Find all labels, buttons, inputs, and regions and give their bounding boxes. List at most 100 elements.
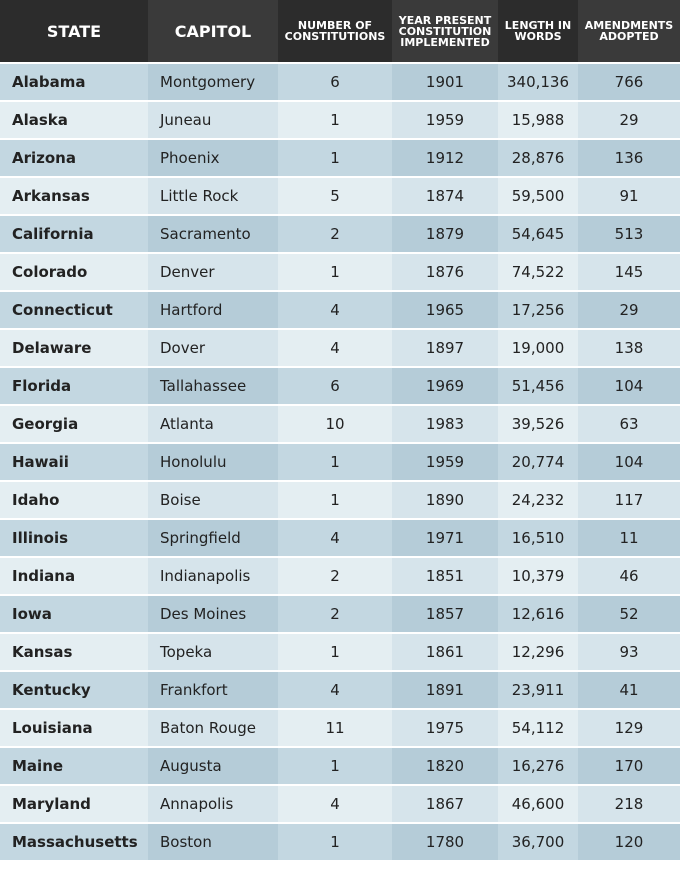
table-cell: 766 bbox=[578, 62, 680, 101]
table-cell: 1879 bbox=[392, 214, 498, 253]
table-row: Alabama Montgomery 6 1901 340,136 766 bbox=[0, 62, 680, 101]
table-cell: Denver bbox=[148, 252, 278, 291]
table-cell: 1874 bbox=[392, 176, 498, 215]
table-cell: 1 bbox=[278, 252, 392, 291]
table-cell: 12,296 bbox=[498, 632, 578, 671]
table-cell: 1 bbox=[278, 100, 392, 139]
table-cell: Frankfort bbox=[148, 670, 278, 709]
table-row: Florida Tallahassee 6 1969 51,456 104 bbox=[0, 366, 680, 405]
table-row: Maine Augusta 1 1820 16,276 170 bbox=[0, 746, 680, 785]
column-header: YEAR PRESENT CONSTITUTION IMPLEMENTED bbox=[392, 0, 498, 63]
table-cell: 29 bbox=[578, 100, 680, 139]
table-cell: 104 bbox=[578, 366, 680, 405]
table-cell: 6 bbox=[278, 366, 392, 405]
table-cell: Boise bbox=[148, 480, 278, 519]
table-cell: 1780 bbox=[392, 822, 498, 860]
table-cell: Connecticut bbox=[0, 290, 148, 329]
table-cell: 39,526 bbox=[498, 404, 578, 443]
table-row: Kansas Topeka 1 1861 12,296 93 bbox=[0, 632, 680, 671]
table-cell: 1975 bbox=[392, 708, 498, 747]
table-cell: Atlanta bbox=[148, 404, 278, 443]
table-cell: 4 bbox=[278, 670, 392, 709]
table-cell: 1851 bbox=[392, 556, 498, 595]
table-cell: Tallahassee bbox=[148, 366, 278, 405]
table-cell: 1959 bbox=[392, 100, 498, 139]
table-cell: Boston bbox=[148, 822, 278, 860]
table-cell: 1 bbox=[278, 746, 392, 785]
table-cell: 1876 bbox=[392, 252, 498, 291]
table-cell: 63 bbox=[578, 404, 680, 443]
table-cell: Hartford bbox=[148, 290, 278, 329]
table-cell: 11 bbox=[578, 518, 680, 557]
table-cell: 16,276 bbox=[498, 746, 578, 785]
table-cell: 23,911 bbox=[498, 670, 578, 709]
table-cell: 4 bbox=[278, 290, 392, 329]
table-cell: Indianapolis bbox=[148, 556, 278, 595]
table-cell: 12,616 bbox=[498, 594, 578, 633]
constitutions-table: STATE CAPITOL NUMBER OF CONSTITUTIONS YEAR … bbox=[0, 0, 680, 860]
table-cell: 46,600 bbox=[498, 784, 578, 823]
table-row: California Sacramento 2 1879 54,645 513 bbox=[0, 214, 680, 253]
table-cell: 19,000 bbox=[498, 328, 578, 367]
table-row: Kentucky Frankfort 4 1891 23,911 41 bbox=[0, 670, 680, 709]
table-cell: 4 bbox=[278, 518, 392, 557]
table-cell: 218 bbox=[578, 784, 680, 823]
table-cell: 2 bbox=[278, 556, 392, 595]
table-cell: Hawaii bbox=[0, 442, 148, 481]
table-cell: 1 bbox=[278, 442, 392, 481]
table-cell: 1890 bbox=[392, 480, 498, 519]
table-cell: 1983 bbox=[392, 404, 498, 443]
table-cell: Sacramento bbox=[148, 214, 278, 253]
table-row: Iowa Des Moines 2 1857 12,616 52 bbox=[0, 594, 680, 633]
table-cell: 15,988 bbox=[498, 100, 578, 139]
table-cell: 1 bbox=[278, 632, 392, 671]
table-cell: 4 bbox=[278, 328, 392, 367]
table-cell: 10,379 bbox=[498, 556, 578, 595]
table-cell: Colorado bbox=[0, 252, 148, 291]
table-cell: Idaho bbox=[0, 480, 148, 519]
table-cell: 29 bbox=[578, 290, 680, 329]
column-header: STATE bbox=[0, 0, 148, 63]
table-cell: Baton Rouge bbox=[148, 708, 278, 747]
table-cell: Springfield bbox=[148, 518, 278, 557]
table-cell: 2 bbox=[278, 594, 392, 633]
table-cell: 20,774 bbox=[498, 442, 578, 481]
table-row: Hawaii Honolulu 1 1959 20,774 104 bbox=[0, 442, 680, 481]
table-cell: Maine bbox=[0, 746, 148, 785]
table-row: Idaho Boise 1 1890 24,232 117 bbox=[0, 480, 680, 519]
table-cell: Little Rock bbox=[148, 176, 278, 215]
table-cell: Dover bbox=[148, 328, 278, 367]
table-cell: 5 bbox=[278, 176, 392, 215]
table-cell: 1820 bbox=[392, 746, 498, 785]
header-row: STATE CAPITOL NUMBER OF CONSTITUTIONS YEAR … bbox=[0, 0, 680, 63]
table-cell: Massachusetts bbox=[0, 822, 148, 860]
table-cell: 2 bbox=[278, 214, 392, 253]
column-header: LENGTH IN WORDS bbox=[498, 0, 578, 63]
column-header: CAPITOL bbox=[148, 0, 278, 63]
table-cell: 117 bbox=[578, 480, 680, 519]
table-cell: 170 bbox=[578, 746, 680, 785]
table-cell: 28,876 bbox=[498, 138, 578, 177]
table-cell: 93 bbox=[578, 632, 680, 671]
table-row: Illinois Springfield 4 1971 16,510 11 bbox=[0, 518, 680, 557]
table-cell: 1857 bbox=[392, 594, 498, 633]
table-cell: 145 bbox=[578, 252, 680, 291]
table-row: Massachusetts Boston 1 1780 36,700 120 bbox=[0, 822, 680, 860]
table-row: Indiana Indianapolis 2 1851 10,379 46 bbox=[0, 556, 680, 595]
table-cell: 74,522 bbox=[498, 252, 578, 291]
table-cell: Phoenix bbox=[148, 138, 278, 177]
table-cell: Honolulu bbox=[148, 442, 278, 481]
table-cell: 24,232 bbox=[498, 480, 578, 519]
table-cell: 1867 bbox=[392, 784, 498, 823]
table-cell: Illinois bbox=[0, 518, 148, 557]
table-cell: 54,645 bbox=[498, 214, 578, 253]
table-cell: Alaska bbox=[0, 100, 148, 139]
table-cell: Juneau bbox=[148, 100, 278, 139]
table-cell: Florida bbox=[0, 366, 148, 405]
table-cell: 10 bbox=[278, 404, 392, 443]
table-cell: Kansas bbox=[0, 632, 148, 671]
table-cell: Alabama bbox=[0, 62, 148, 101]
table-cell: Maryland bbox=[0, 784, 148, 823]
table-cell: 4 bbox=[278, 784, 392, 823]
